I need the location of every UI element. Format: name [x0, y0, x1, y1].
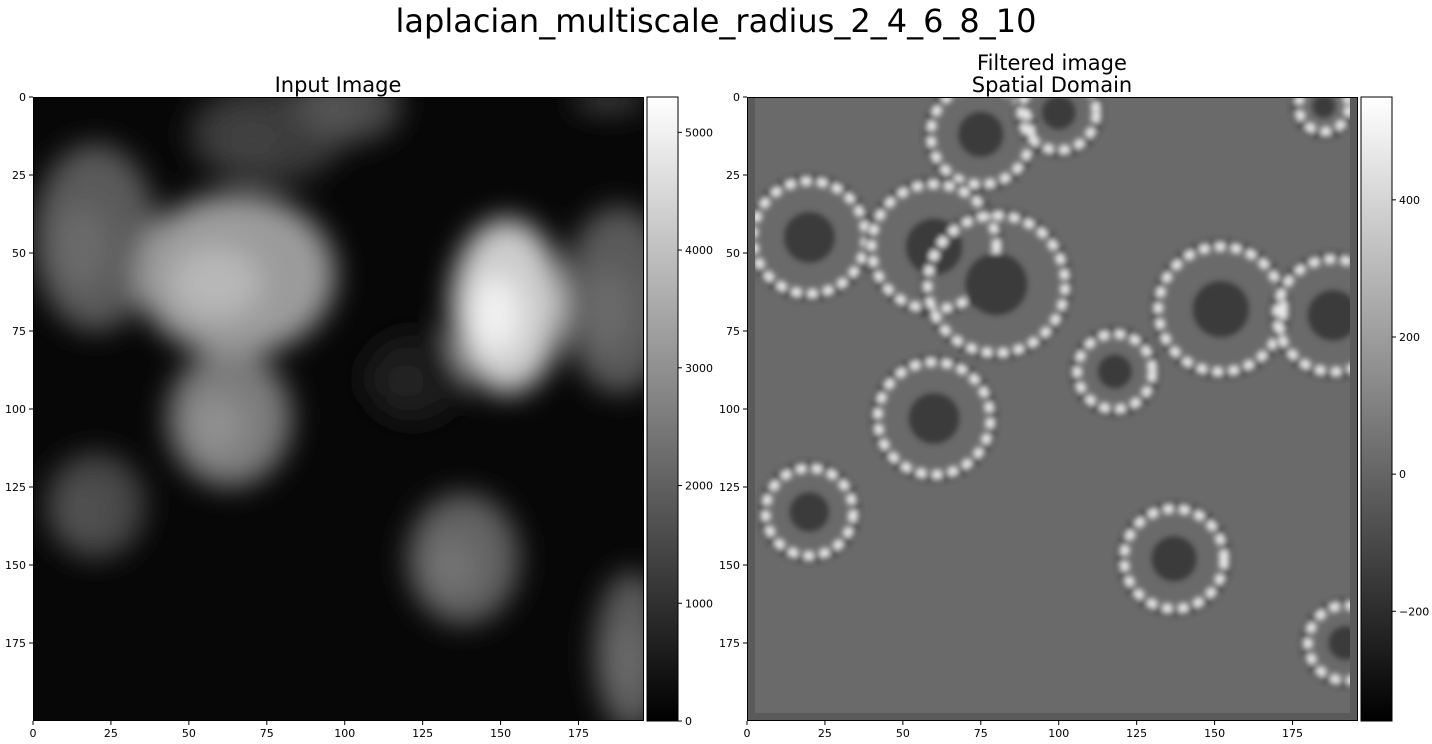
panel-title-input-image: Input Image	[274, 73, 402, 97]
ring-center	[789, 492, 829, 532]
colorbar-tick-label: 200	[1399, 331, 1420, 344]
ring-edge-bright	[923, 211, 1070, 358]
x-tick-label: 125	[412, 727, 433, 740]
intensity-blob-core	[54, 204, 111, 289]
colorbar	[646, 96, 679, 722]
x-tick-label: 25	[818, 727, 832, 740]
intensity-blob-core	[585, 97, 620, 107]
x-tick-label: 150	[1204, 727, 1225, 740]
ring-center	[1098, 354, 1132, 389]
intensity-blob-core	[188, 394, 245, 457]
ring-center	[965, 253, 1028, 316]
x-tick-label: 0	[744, 727, 751, 740]
ring-center	[1312, 97, 1335, 118]
ring-center	[908, 393, 960, 444]
colorbar-tick-label: 0	[1399, 468, 1406, 481]
y-tick-label: 75	[726, 325, 740, 338]
ring-edge-bright	[926, 97, 1036, 189]
ring-center	[784, 212, 835, 263]
ring-center	[1307, 290, 1358, 341]
ring-edge-bright	[1294, 97, 1354, 136]
x-tick-label: 25	[104, 727, 118, 740]
ring-edge-bright	[1072, 329, 1157, 414]
colorbar	[1360, 96, 1393, 722]
axes-frame	[33, 97, 644, 721]
y-tick-label: 0	[733, 91, 740, 104]
intensity-blob-core	[470, 275, 521, 355]
intensity-blob-core	[216, 116, 287, 162]
colorbar-tick-label: 5000	[685, 126, 713, 139]
intensity-blob-core	[426, 535, 478, 595]
colorbar-tick-label: 3000	[685, 362, 713, 375]
colorbar-tick-label: 4000	[685, 244, 713, 257]
y-tick-label: 125	[5, 481, 26, 494]
axes-frame	[747, 97, 1358, 721]
y-tick-label: 125	[719, 481, 740, 494]
intensity-blob-core	[170, 246, 261, 320]
y-tick-label: 175	[719, 637, 740, 650]
x-tick-label: 0	[30, 727, 37, 740]
intensity-blob-core	[380, 362, 426, 402]
x-tick-label: 75	[260, 727, 274, 740]
ring-edge-bright	[1272, 254, 1358, 376]
ring-center	[958, 111, 1004, 157]
ring-edge-bright	[1303, 601, 1358, 685]
x-tick-label: 50	[896, 727, 910, 740]
colorbar-tick-label: −200	[1399, 605, 1429, 618]
y-tick-label: 150	[5, 559, 26, 572]
edge-artifact	[1350, 97, 1358, 721]
x-tick-label: 100	[334, 727, 355, 740]
heatmap-0	[33, 97, 644, 721]
y-tick-label: 50	[12, 247, 26, 260]
edge-artifact	[747, 713, 1358, 721]
x-tick-label: 50	[182, 727, 196, 740]
figure-suptitle: laplacian_multiscale_radius_2_4_6_8_10	[395, 2, 1037, 40]
y-tick-label: 50	[726, 247, 740, 260]
y-tick-label: 100	[719, 403, 740, 416]
y-tick-label: 25	[12, 169, 26, 182]
y-tick-label: 150	[719, 559, 740, 572]
colorbar-tick-label: 0	[685, 715, 692, 728]
x-tick-label: 125	[1126, 727, 1147, 740]
ring-edge-bright	[867, 179, 1001, 314]
edge-artifact	[747, 97, 755, 721]
y-tick-label: 0	[19, 91, 26, 104]
colorbar-tick-label: 400	[1399, 194, 1420, 207]
colorbar-tick-label: 2000	[685, 480, 713, 493]
intensity-blob-core	[62, 487, 108, 535]
ring-center	[1151, 536, 1197, 582]
x-tick-label: 150	[490, 727, 511, 740]
x-tick-label: 75	[974, 727, 988, 740]
y-tick-label: 25	[726, 169, 740, 182]
intensity-blob-core	[607, 623, 641, 697]
heatmap-1	[747, 97, 1358, 721]
ring-edge-bright	[1016, 97, 1101, 155]
ring-center	[1192, 281, 1249, 338]
intensity-blob-core	[308, 97, 359, 127]
y-tick-label: 100	[5, 403, 26, 416]
x-tick-label: 100	[1048, 727, 1069, 740]
x-tick-label: 175	[1282, 727, 1303, 740]
intensity-blob-core	[582, 267, 634, 352]
y-tick-label: 175	[5, 637, 26, 650]
x-tick-label: 175	[568, 727, 589, 740]
ring-edge-bright	[1119, 504, 1229, 614]
colorbar-tick-label: 1000	[685, 597, 713, 610]
y-tick-label: 75	[12, 325, 26, 338]
ring-edge-bright	[761, 463, 858, 561]
ring-center	[1041, 97, 1076, 130]
panel-title-filtered-image: Filtered image Spatial Domain	[971, 51, 1133, 97]
ring-edge-bright	[1153, 242, 1288, 377]
ring-edge-bright	[873, 357, 995, 479]
